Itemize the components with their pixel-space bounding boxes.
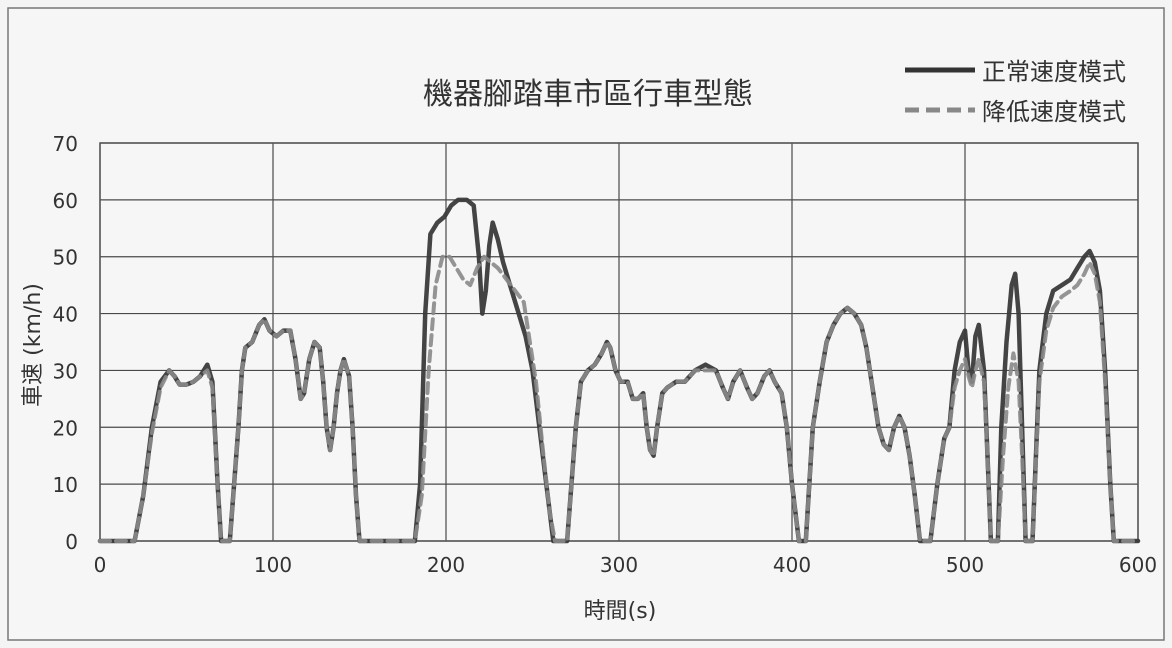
y-tick-label: 40 xyxy=(53,303,78,327)
x-tick-label: 600 xyxy=(1119,553,1157,577)
x-axis-label: 時間(s) xyxy=(584,599,657,624)
legend-label-reduced: 降低速度模式 xyxy=(982,98,1126,126)
x-tick-label: 0 xyxy=(94,553,107,577)
y-tick-label: 0 xyxy=(65,530,78,554)
x-tick-label: 300 xyxy=(600,553,638,577)
legend-label-normal: 正常速度模式 xyxy=(982,58,1126,86)
x-tick-label: 200 xyxy=(427,553,465,577)
y-tick-label: 30 xyxy=(53,359,78,383)
y-tick-label: 20 xyxy=(53,416,78,440)
chart-title: 機器腳踏車市區行車型態 xyxy=(423,77,753,112)
y-tick-label: 50 xyxy=(53,246,78,270)
y-axis-label: 車速 (km/h) xyxy=(21,283,46,407)
x-tick-label: 500 xyxy=(946,553,984,577)
x-tick-label: 100 xyxy=(254,553,292,577)
y-tick-label: 60 xyxy=(53,189,78,213)
y-tick-label: 10 xyxy=(53,473,78,497)
y-tick-label: 70 xyxy=(53,132,78,156)
x-tick-label: 400 xyxy=(773,553,811,577)
